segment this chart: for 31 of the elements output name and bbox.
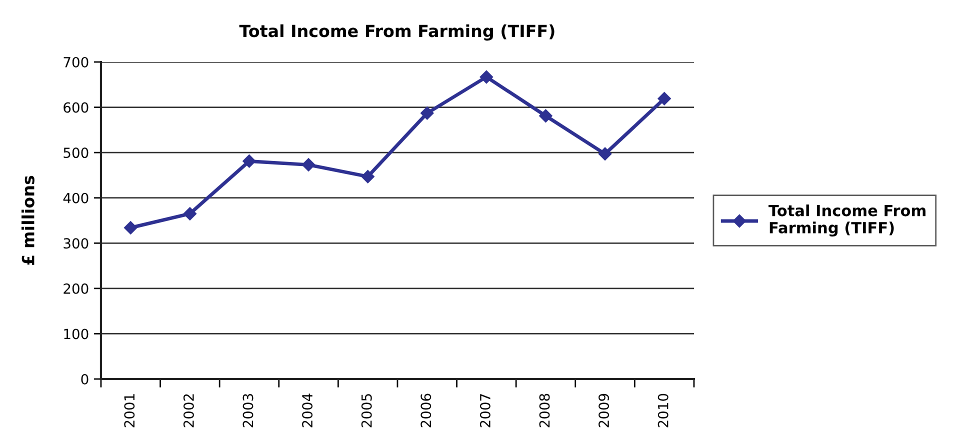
x-tick-label: 2009 [598, 394, 610, 428]
y-tick-label: 700 [64, 56, 88, 68]
point [539, 109, 552, 122]
point [658, 92, 671, 106]
point [420, 106, 434, 120]
point [480, 70, 494, 84]
y-tick-label: 600 [64, 102, 88, 113]
x-tick-label: 2001 [124, 394, 135, 428]
x-tick-label: 2010 [658, 394, 668, 428]
x-tick-label: 2002 [183, 394, 194, 428]
x-tick-label: 2008 [539, 394, 550, 428]
point [598, 147, 612, 161]
legend-label: Total Income From Farming (TIFF) [768, 204, 926, 237]
point [242, 154, 256, 168]
x-tick-label: 2005 [361, 394, 372, 428]
point [183, 207, 197, 220]
x-tick-label: 2007 [480, 394, 490, 428]
y-tick-label: 200 [64, 283, 88, 294]
y-tick-label: 300 [64, 238, 88, 249]
y-tick-label: 0 [81, 374, 88, 384]
y-axis-title: £ millions [22, 176, 34, 265]
x-tick-label: 2003 [242, 394, 254, 428]
y-tick-label: 500 [64, 148, 88, 158]
y-tick-label: 100 [64, 328, 88, 340]
x-tick-label: 2004 [302, 394, 313, 428]
chart-title: Total Income From Farming (TIFF) [239, 24, 554, 41]
point [302, 158, 316, 172]
x-tick-label: 2006 [420, 394, 432, 428]
point [124, 221, 138, 234]
y-tick-label: 400 [63, 192, 88, 204]
point [361, 170, 374, 184]
